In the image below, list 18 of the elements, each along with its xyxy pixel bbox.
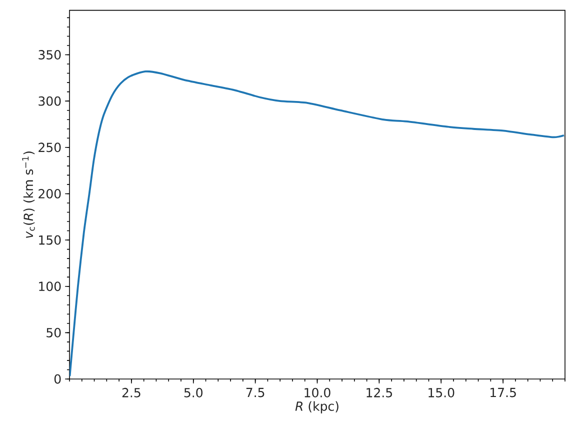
x-axis-title: R (kpc): [295, 401, 338, 414]
x-tick-label: 12.5: [366, 388, 392, 398]
y-tick-label: 350: [38, 50, 61, 60]
y-tick-label: 0: [54, 374, 61, 384]
y-tick-label: 200: [38, 188, 61, 198]
x-tick-label: 15.0: [428, 388, 454, 398]
x-tick-label: 5.0: [184, 388, 202, 398]
x-tick-label: 10.0: [304, 388, 330, 398]
y-tick-label: 250: [38, 142, 61, 152]
x-tick-label: 7.5: [246, 388, 264, 398]
y-axis-title: v$_{c}$(R) (km s$^{−1}$): [22, 152, 35, 238]
x-tick-label: 2.5: [122, 388, 140, 398]
y-tick-label: 150: [39, 235, 61, 245]
line-series: [70, 70, 565, 378]
y-tick-label: 300: [38, 96, 61, 106]
y-tick-label: 50: [46, 328, 61, 338]
x-tick-label: 17.5: [490, 388, 516, 398]
y-tick-label: 100: [39, 282, 61, 292]
